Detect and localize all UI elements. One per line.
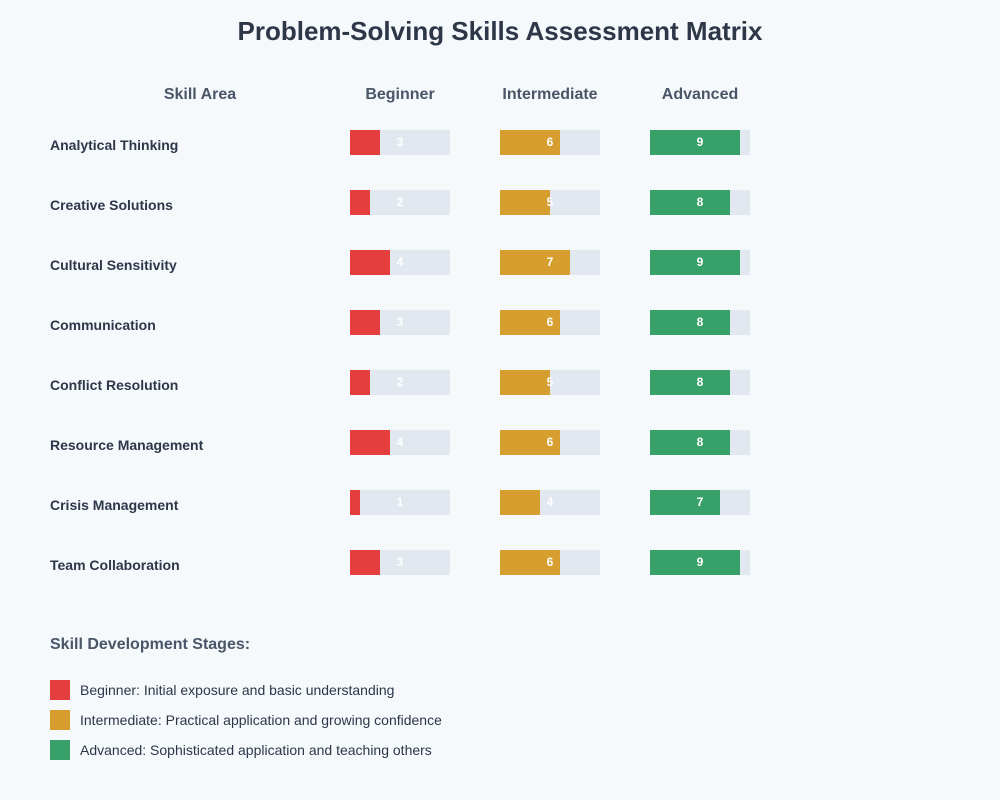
advanced-bar: 8 [650,310,750,335]
advanced-bar-fill [650,430,730,455]
intermediate-bar: 7 [500,250,600,275]
intermediate-bar-fill [500,490,540,515]
beginner-bar-fill [350,250,390,275]
intermediate-value: 6 [546,135,554,149]
skill-label: Crisis Management [50,497,179,513]
advanced-value: 8 [696,435,704,449]
advanced-value: 8 [696,315,704,329]
legend-label: Advanced: Sophisticated application and … [80,742,432,758]
intermediate-bar-fill [500,130,560,155]
beginner-value: 2 [396,195,404,209]
beginner-value: 4 [396,255,404,269]
advanced-value: 8 [696,375,704,389]
intermediate-bar: 5 [500,370,600,395]
legend-swatch-icon [50,740,70,760]
skill-label: Analytical Thinking [50,137,179,153]
intermediate-value: 6 [546,435,554,449]
beginner-value: 1 [396,495,404,509]
beginner-bar: 3 [350,310,450,335]
beginner-value: 3 [396,135,404,149]
beginner-bar: 2 [350,190,450,215]
advanced-value: 9 [696,555,704,569]
beginner-bar-fill [350,190,370,215]
intermediate-bar: 5 [500,190,600,215]
beginner-bar-fill [350,370,370,395]
advanced-bar-fill [650,130,740,155]
legend-label: Beginner: Initial exposure and basic und… [80,682,395,698]
advanced-bar: 8 [650,370,750,395]
beginner-bar-fill [350,430,390,455]
intermediate-value: 5 [546,375,554,389]
advanced-bar-fill [650,310,730,335]
intermediate-bar-fill [500,250,570,275]
intermediate-bar-fill [500,310,560,335]
advanced-bar: 9 [650,250,750,275]
advanced-value: 9 [696,135,704,149]
advanced-value: 9 [696,255,704,269]
beginner-bar: 1 [350,490,450,515]
advanced-bar: 8 [650,430,750,455]
legend-swatch-icon [50,680,70,700]
header-beginner: Beginner [365,86,435,103]
skill-label: Communication [50,317,156,333]
advanced-bar: 8 [650,190,750,215]
beginner-value: 3 [396,555,404,569]
intermediate-value: 4 [546,495,554,509]
advanced-bar: 9 [650,550,750,575]
page-title: Problem-Solving Skills Assessment Matrix [237,16,763,46]
intermediate-value: 5 [546,195,554,209]
skill-label: Team Collaboration [50,557,180,573]
beginner-bar: 3 [350,550,450,575]
advanced-bar: 9 [650,130,750,155]
skill-label: Resource Management [50,437,204,453]
beginner-value: 2 [396,375,404,389]
beginner-bar: 3 [350,130,450,155]
beginner-value: 3 [396,315,404,329]
legend-swatch-icon [50,710,70,730]
beginner-bar-fill [350,550,380,575]
header-advanced: Advanced [661,86,739,103]
beginner-bar: 4 [350,430,450,455]
intermediate-value: 6 [546,555,554,569]
header-skill-area: Skill Area [163,86,237,103]
intermediate-bar: 6 [500,550,600,575]
intermediate-bar-fill [500,190,550,215]
legend-title: Skill Development Stages: [50,636,251,653]
intermediate-bar: 4 [500,490,600,515]
advanced-bar: 7 [650,490,750,515]
skill-label: Cultural Sensitivity [50,257,177,273]
intermediate-bar: 6 [500,130,600,155]
advanced-bar-fill [650,190,730,215]
intermediate-bar-fill [500,550,560,575]
intermediate-value: 7 [546,255,554,269]
advanced-bar-fill [650,370,730,395]
beginner-bar-fill [350,310,380,335]
advanced-bar-fill [650,490,720,515]
advanced-value: 7 [696,495,704,509]
beginner-value: 4 [396,435,404,449]
legend-label: Intermediate: Practical application and … [80,712,442,728]
advanced-bar-fill [650,250,740,275]
intermediate-bar: 6 [500,430,600,455]
skill-label: Conflict Resolution [50,377,179,393]
skill-label: Creative Solutions [50,197,173,213]
beginner-bar: 2 [350,370,450,395]
header-intermediate: Intermediate [502,86,598,103]
intermediate-bar: 6 [500,310,600,335]
advanced-bar-fill [650,550,740,575]
intermediate-bar-fill [500,370,550,395]
intermediate-value: 6 [546,315,554,329]
advanced-value: 8 [696,195,704,209]
beginner-bar-fill [350,490,360,515]
beginner-bar-fill [350,130,380,155]
intermediate-bar-fill [500,430,560,455]
beginner-bar: 4 [350,250,450,275]
